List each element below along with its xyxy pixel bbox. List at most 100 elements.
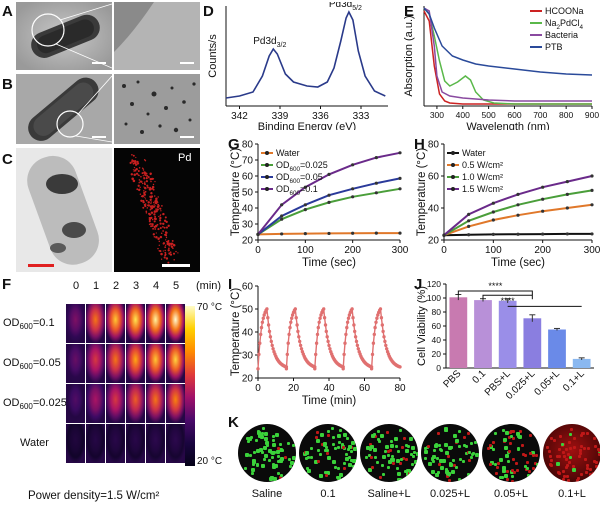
live-cell-dot: [376, 460, 380, 464]
y-tick-label: 60: [242, 282, 254, 293]
panel-label-k: K: [228, 414, 239, 431]
live-cell-dot: [252, 458, 257, 463]
data-point: [372, 332, 376, 337]
data-point: [354, 339, 359, 344]
live-cell-dot: [498, 458, 503, 462]
dead-cell-dot: [586, 466, 590, 470]
data-point: [326, 339, 330, 344]
pd-signal-dot: [165, 220, 168, 224]
pd-signal-dot: [166, 240, 170, 243]
data-point: [370, 352, 375, 357]
live-cell-dot: [501, 468, 506, 473]
bar: [474, 300, 492, 368]
dead-cell-dot: [284, 455, 288, 459]
dead-cell-dot: [507, 449, 511, 453]
live-cell-dot: [383, 450, 387, 454]
data-point: [268, 335, 273, 339]
live-cell-dot: [556, 461, 561, 466]
legend-marker: [265, 175, 269, 179]
pd-signal-dot: [136, 188, 139, 191]
data-point: [491, 232, 495, 236]
pd-signal-dot: [164, 249, 166, 252]
live-cell-dot: [435, 457, 439, 461]
live-cell-dot: [398, 429, 402, 433]
live-cell-dot: [262, 445, 267, 450]
live-dead-dish: [238, 424, 296, 482]
live-cell-dot: [351, 440, 356, 445]
live-cell-dot: [390, 458, 395, 463]
dead-cell-dot: [587, 446, 591, 450]
dead-cell-dot: [579, 433, 583, 437]
x-tick-label: 200: [344, 245, 361, 256]
live-cell-dot: [494, 431, 498, 435]
dead-cell-dot: [558, 448, 562, 452]
y-axis-title: Temperature (°C): [230, 148, 242, 236]
y-tick-label: 20: [242, 236, 254, 247]
live-cell-dot: [334, 466, 338, 470]
temperature-vs-power-chart: 20 40 60 80 0 100 200 300 Time (sec) Temperature …: [416, 140, 600, 270]
dead-cell-dot: [552, 438, 556, 442]
live-cell-dot: [258, 433, 262, 438]
pd-signal-dot: [160, 214, 162, 216]
pd-signal-dot: [135, 167, 138, 171]
data-point: [303, 185, 307, 189]
live-cell-dot: [509, 435, 513, 439]
data-point: [265, 307, 269, 311]
ir-thermal-cell: [146, 384, 165, 423]
pd-signal-dot: [154, 228, 157, 230]
ir-thermal-cell: [166, 384, 185, 423]
data-point: [541, 209, 545, 213]
live-cell-dot: [459, 457, 463, 461]
pd-signal-dot: [139, 193, 142, 195]
live-cell-dot: [535, 463, 539, 467]
ir-thermal-cell: [166, 424, 185, 463]
pd-signal-dot: [164, 246, 167, 249]
x-tick-label: 0: [255, 383, 261, 394]
ir-thermal-cell: [126, 424, 145, 463]
live-cell-dot: [438, 458, 443, 463]
y-axis-title: Cell Viability (%): [416, 286, 428, 366]
dead-cell-dot: [391, 461, 395, 465]
dead-cell-dot: [556, 470, 560, 474]
pd-signal-dot: [166, 242, 170, 246]
dead-cell-dot: [581, 432, 585, 436]
live-cell-dot: [423, 456, 427, 460]
ir-thermal-cell: [66, 304, 85, 343]
live-cell-dot: [397, 449, 401, 453]
pd-signal-dot: [141, 194, 145, 198]
live-cell-dot: [404, 449, 409, 454]
data-point: [259, 325, 264, 330]
panel-label-j: J: [414, 276, 423, 293]
live-cell-dot: [309, 456, 313, 460]
data-point: [398, 231, 402, 235]
x-tick-label: 40: [323, 383, 335, 394]
data-point: [351, 163, 355, 167]
live-cell-dot: [248, 454, 252, 458]
pd-signal-dot: [144, 174, 147, 177]
live-cell-dot: [510, 470, 515, 475]
x-tick-label: 0.1: [471, 368, 489, 386]
dead-cell-dot: [398, 462, 402, 466]
live-dead-dish: [543, 424, 600, 482]
dead-cell-dot: [489, 443, 493, 447]
peak-label-5-2: Pd3d5/2: [329, 2, 362, 12]
pd-signal-dot: [177, 252, 179, 254]
panel-label-a: A: [2, 3, 13, 20]
pd-signal-dot: [157, 228, 160, 231]
dead-cell-dot: [314, 436, 318, 440]
data-point: [327, 172, 331, 176]
live-cell-dot: [453, 433, 458, 438]
data-point: [590, 203, 594, 207]
live-cell-dot: [269, 451, 273, 455]
live-cell-dot: [465, 444, 469, 448]
dead-cell-dot: [534, 454, 538, 458]
pd-signal-dot: [145, 199, 148, 202]
live-cell-dot: [337, 440, 341, 444]
pd-signal-dot: [159, 235, 163, 239]
live-cell-dot: [393, 437, 398, 442]
legend-label-hcoona: HCOONa: [545, 6, 584, 16]
x-tick-label: PBS: [442, 368, 464, 390]
y-tick-label: 20: [428, 236, 440, 247]
live-cell-dot: [277, 454, 281, 458]
